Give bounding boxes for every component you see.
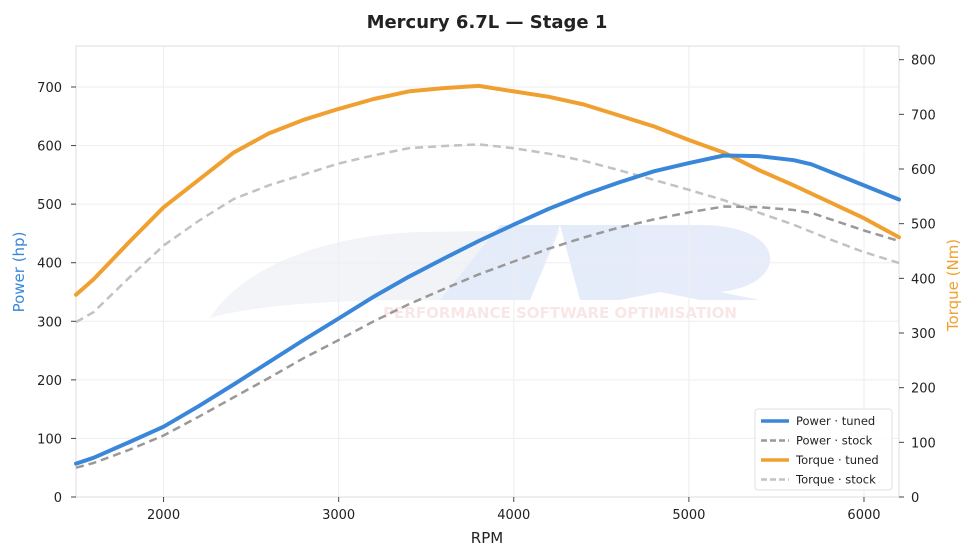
y-right-tick-label: 700 bbox=[911, 108, 936, 123]
y-axis-right: 0 100 200 300 400 500 600 700 800 bbox=[899, 54, 936, 506]
legend-box bbox=[754, 408, 893, 491]
y-left-tick-label: 0 bbox=[54, 491, 62, 506]
y-left-tick-label: 400 bbox=[37, 257, 62, 272]
y-right-tick-label: 800 bbox=[911, 54, 936, 69]
y-right-tick-label: 0 bbox=[911, 491, 919, 506]
legend: Power · tuned Power · stock Torque · tuned… bbox=[754, 408, 893, 491]
x-tick-label: 5000 bbox=[672, 508, 705, 523]
series-layer bbox=[74, 83, 901, 469]
x-tick-label: 6000 bbox=[847, 508, 880, 523]
legend-label-3: Torque · tuned bbox=[795, 453, 879, 467]
x-tick-label: 4000 bbox=[497, 508, 530, 523]
y-left-tick-label: 200 bbox=[37, 374, 62, 389]
series-line-3 bbox=[74, 83, 901, 297]
legend-label-4: Torque · stock bbox=[795, 473, 876, 487]
x-axis-label: RPM bbox=[471, 529, 503, 547]
legend-label-1: Power · tuned bbox=[796, 414, 875, 428]
y-left-tick-label: 100 bbox=[37, 432, 62, 447]
x-tick-label: 3000 bbox=[322, 508, 355, 523]
y-axis-left-label: Power (hp) bbox=[10, 232, 28, 313]
y-left-tick-label: 700 bbox=[37, 81, 62, 96]
y-left-tick-label: 500 bbox=[37, 198, 62, 213]
x-tick-label: 2000 bbox=[147, 508, 180, 523]
x-axis: 2000 3000 4000 5000 6000 bbox=[147, 497, 881, 523]
y-right-tick-label: 500 bbox=[911, 218, 936, 233]
y-right-tick-label: 100 bbox=[911, 436, 936, 451]
watermark-logo bbox=[210, 225, 771, 318]
y-right-tick-label: 300 bbox=[911, 327, 936, 342]
series-line-1 bbox=[74, 153, 901, 466]
y-axis-left: 0 100 200 300 400 500 600 700 bbox=[37, 81, 76, 506]
legend-label-2: Power · stock bbox=[796, 434, 873, 448]
y-right-tick-label: 600 bbox=[911, 163, 936, 178]
y-left-tick-label: 600 bbox=[37, 140, 62, 155]
y-right-tick-label: 200 bbox=[911, 382, 936, 397]
y-left-tick-label: 300 bbox=[37, 315, 62, 330]
chart-title: Mercury 6.7L — Stage 1 bbox=[367, 12, 608, 33]
plot-frame bbox=[75, 45, 900, 498]
y-axis-right-label: Torque (Nm) bbox=[944, 239, 962, 332]
y-right-tick-label: 400 bbox=[911, 272, 936, 287]
watermark-text: PERFORMANCE SOFTWARE OPTIMISATION bbox=[383, 304, 737, 322]
series-line-4 bbox=[75, 143, 900, 324]
